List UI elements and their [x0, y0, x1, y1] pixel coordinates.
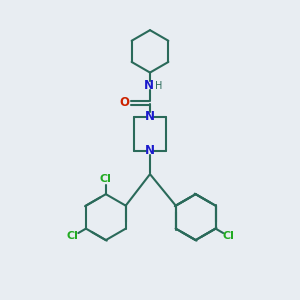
Text: H: H: [155, 81, 163, 91]
Text: N: N: [145, 144, 155, 158]
Text: Cl: Cl: [100, 174, 112, 184]
Text: N: N: [143, 79, 154, 92]
Text: Cl: Cl: [223, 231, 235, 241]
Text: N: N: [145, 110, 155, 123]
Text: O: O: [119, 96, 129, 109]
Text: Cl: Cl: [67, 231, 79, 241]
